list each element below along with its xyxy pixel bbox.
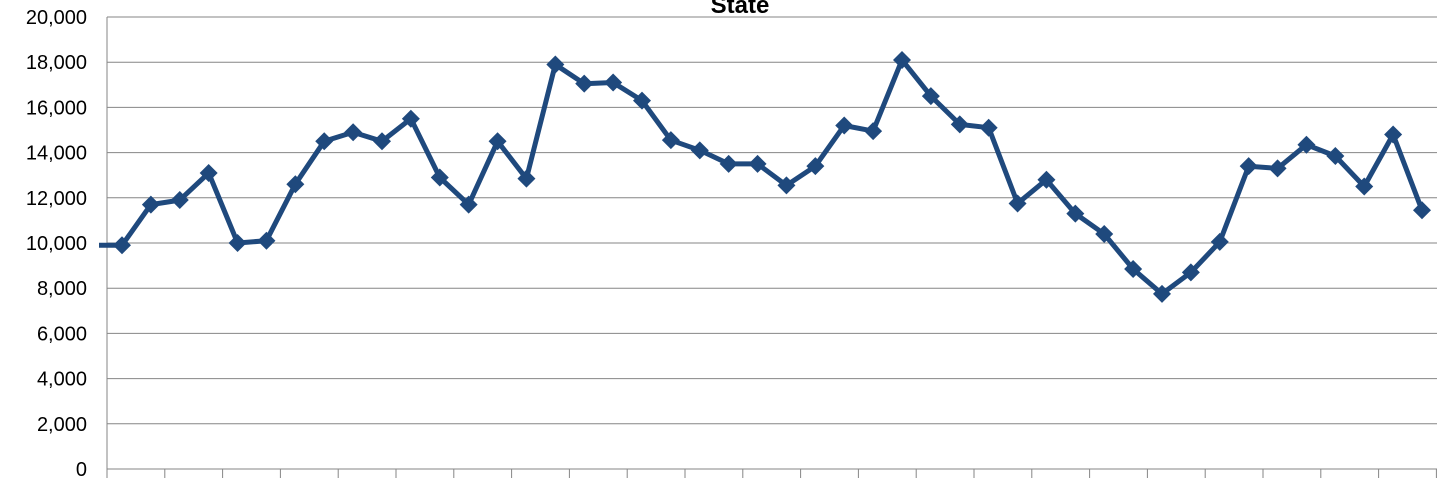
data-point-marker xyxy=(1008,194,1027,213)
y-tick-label: 16,000 xyxy=(26,97,87,119)
data-point-marker xyxy=(1124,259,1143,278)
data-point-marker xyxy=(950,115,969,134)
data-point-marker xyxy=(633,91,651,110)
y-tick-label: 14,000 xyxy=(26,143,87,165)
data-point-marker xyxy=(401,109,420,128)
data-point-marker xyxy=(864,122,883,141)
data-point-marker xyxy=(719,154,738,173)
data-point-marker xyxy=(1066,204,1085,223)
data-point-marker xyxy=(604,73,623,92)
y-tick-label: 8,000 xyxy=(37,278,87,300)
data-point-marker xyxy=(228,234,247,252)
data-point-marker xyxy=(575,74,594,93)
data-point-marker xyxy=(373,132,391,151)
y-tick-label: 20,000 xyxy=(26,7,87,29)
x-axis xyxy=(106,17,1437,478)
y-tick-label: 10,000 xyxy=(26,233,87,255)
data-point-marker xyxy=(1239,157,1258,176)
data-point-marker xyxy=(199,163,218,182)
data-point-marker xyxy=(170,191,189,210)
data-point-marker xyxy=(1326,146,1345,165)
data-point-marker xyxy=(546,55,565,74)
y-tick-label: 0 xyxy=(76,459,87,481)
data-point-marker xyxy=(1210,232,1229,251)
data-point-marker xyxy=(1384,125,1403,144)
data-point-marker xyxy=(1037,170,1056,189)
data-point-marker xyxy=(690,141,709,160)
data-point-marker xyxy=(806,157,825,176)
y-tick-label: 18,000 xyxy=(26,52,87,74)
data-point-marker xyxy=(344,123,363,142)
data-point-marker xyxy=(1181,263,1200,282)
data-point-marker xyxy=(141,195,160,214)
series-line xyxy=(119,57,1425,297)
data-point-marker xyxy=(835,116,854,135)
series-group xyxy=(99,50,1431,303)
data-point-marker xyxy=(315,132,334,151)
data-point-marker xyxy=(430,168,449,187)
data-point-marker xyxy=(979,118,998,137)
data-point-marker xyxy=(257,231,276,250)
data-point-marker xyxy=(777,176,796,195)
data-point-marker xyxy=(286,175,305,194)
data-point-marker xyxy=(1153,284,1171,303)
data-point-marker xyxy=(893,50,911,69)
gridlines xyxy=(107,16,1437,425)
data-point-marker xyxy=(113,236,131,255)
data-point-marker xyxy=(517,169,536,188)
y-tick-label: 4,000 xyxy=(37,369,87,391)
data-point-marker xyxy=(1297,135,1316,154)
y-tick-label: 12,000 xyxy=(26,188,87,210)
y-tick-label: 2,000 xyxy=(37,414,87,436)
data-point-marker xyxy=(1095,224,1114,243)
data-point-marker xyxy=(459,195,478,214)
data-point-marker xyxy=(921,87,940,106)
data-point-marker xyxy=(748,154,767,173)
chart-title: State xyxy=(711,0,770,19)
data-point-marker xyxy=(488,132,507,151)
data-point-marker xyxy=(1355,177,1374,196)
y-axis-tick-labels: 0 2,000 4,000 6,000 8,000 10,000 12,000 14,000 1… xyxy=(26,7,87,481)
data-point-marker xyxy=(1413,201,1431,220)
y-tick-label: 6,000 xyxy=(37,323,87,345)
data-point-marker xyxy=(661,131,680,150)
data-point-marker xyxy=(1268,159,1287,178)
